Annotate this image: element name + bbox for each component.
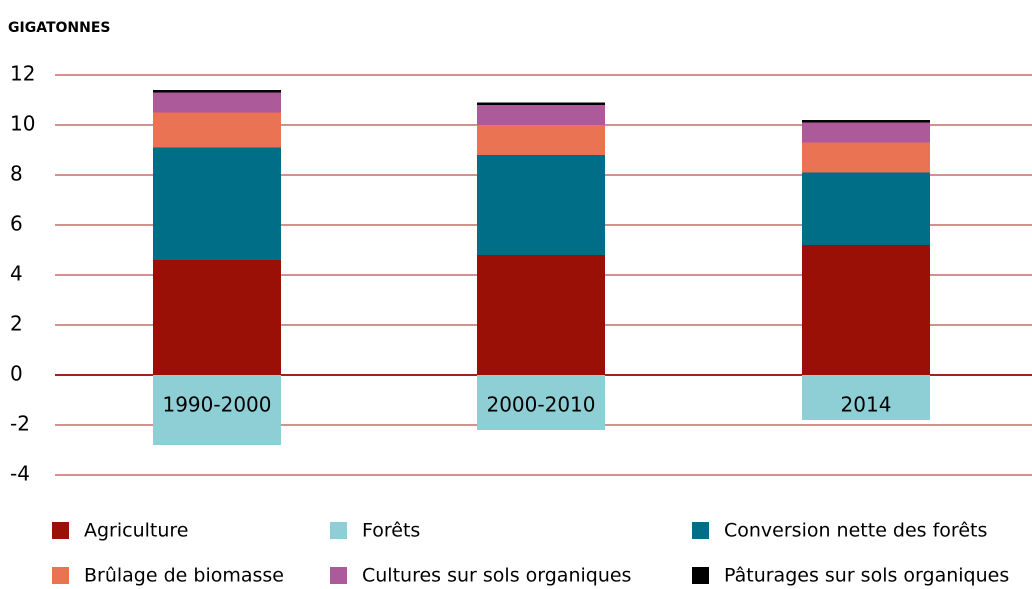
bar-segment: [802, 120, 930, 123]
bar-segment: [477, 125, 605, 155]
legend-swatch: [692, 522, 709, 539]
legend-swatch: [692, 567, 709, 584]
x-tick-label: 1990-2000: [162, 393, 271, 417]
bar-segment: [802, 122, 930, 143]
bar-segment: [477, 375, 605, 430]
x-tick-label: 2014: [841, 393, 892, 417]
legend-swatch: [52, 567, 69, 584]
bar-segment: [477, 255, 605, 375]
x-tick-label: 2000-2010: [486, 393, 595, 417]
y-tick-label: 8: [10, 162, 23, 186]
legend-label: Forêts: [362, 520, 420, 542]
bar-segment: [802, 172, 930, 245]
y-tick-label: -2: [10, 412, 30, 436]
bar-segment: [153, 112, 281, 148]
bar-segment: [477, 102, 605, 105]
y-tick-label: 12: [10, 62, 35, 86]
y-tick-label: 6: [10, 212, 23, 236]
y-tick-label: 0: [10, 362, 23, 386]
legend-label: Agriculture: [84, 520, 189, 542]
legend-label: Cultures sur sols organiques: [362, 565, 631, 587]
legend-swatch: [52, 522, 69, 539]
bar-segment: [477, 105, 605, 125]
bar-segment: [802, 375, 930, 420]
legend-swatch: [330, 567, 347, 584]
y-tick-label: 4: [10, 262, 23, 286]
bar-segment: [153, 260, 281, 375]
legend-label: Brûlage de biomasse: [84, 565, 284, 587]
y-tick-label: 10: [10, 112, 35, 136]
bar-segment: [153, 90, 281, 93]
legend-label: Pâturages sur sols organiques: [724, 565, 1009, 587]
bar-segment: [802, 142, 930, 173]
y-tick-label: -4: [10, 462, 30, 486]
bar-segment: [153, 147, 281, 260]
bar-segment: [477, 155, 605, 255]
legend-swatch: [330, 522, 347, 539]
bar-segment: [802, 245, 930, 375]
legend-label: Conversion nette des forêts: [724, 520, 987, 542]
bar-segment: [153, 375, 281, 445]
y-tick-label: 2: [10, 312, 23, 336]
bar-segment: [153, 92, 281, 113]
chart-title: GIGATONNES: [8, 20, 110, 36]
